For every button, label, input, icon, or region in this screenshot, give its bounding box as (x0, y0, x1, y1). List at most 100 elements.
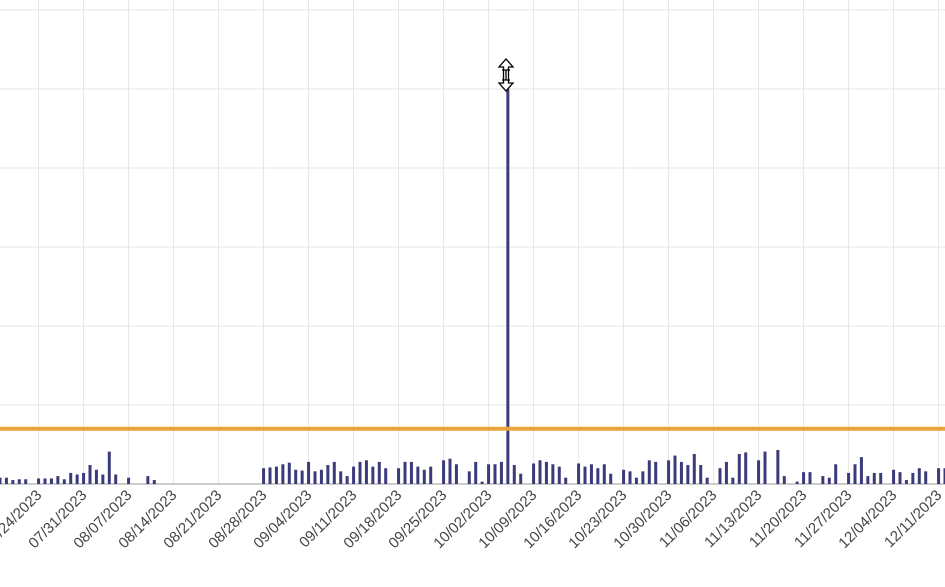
bar (532, 463, 536, 484)
bar (628, 471, 632, 484)
bar (11, 480, 15, 484)
bar (49, 478, 53, 484)
bar (152, 480, 156, 484)
bar (384, 468, 388, 484)
bar (429, 466, 433, 484)
bar (609, 473, 613, 484)
resize-cursor (497, 58, 515, 92)
bar (313, 471, 317, 484)
bar (416, 466, 420, 484)
bar (69, 472, 73, 484)
bar (300, 470, 304, 484)
bar (679, 461, 683, 484)
bar (859, 457, 863, 484)
bar (943, 468, 945, 484)
bar (274, 466, 278, 484)
bar (519, 473, 523, 484)
bar (898, 472, 902, 484)
bar (56, 476, 60, 484)
bar (480, 481, 484, 484)
bar (827, 477, 831, 484)
bar (744, 452, 748, 484)
bar (397, 468, 401, 484)
bar (101, 474, 105, 484)
bar (847, 472, 851, 484)
bar (686, 465, 690, 484)
bar (37, 478, 41, 484)
bar (596, 468, 600, 484)
bar (564, 477, 568, 484)
bar (17, 479, 21, 484)
bar (808, 472, 812, 484)
bar (287, 462, 291, 484)
bar (506, 89, 510, 484)
bar (448, 458, 452, 484)
bar (454, 464, 458, 484)
bar (377, 461, 381, 484)
bar (4, 477, 8, 484)
cursor-beam (502, 69, 510, 81)
bar (94, 469, 98, 484)
bar (294, 469, 298, 484)
bar (487, 464, 491, 484)
bar (641, 471, 645, 484)
bar (371, 466, 375, 484)
grid (0, 0, 945, 485)
bar (673, 455, 677, 484)
bar (307, 461, 311, 484)
bar (319, 469, 323, 484)
bar (802, 472, 806, 484)
bar (493, 464, 497, 484)
bar (724, 461, 728, 484)
bar (692, 453, 696, 484)
bar (262, 468, 266, 484)
bar (107, 451, 111, 484)
bar (776, 450, 780, 484)
bar (879, 472, 883, 484)
bar (364, 460, 368, 484)
bar (622, 469, 626, 484)
bar (757, 460, 761, 484)
bar (62, 479, 66, 484)
bar (557, 466, 561, 484)
bar (737, 453, 741, 484)
bar (763, 451, 767, 484)
bar (24, 479, 28, 484)
bar (467, 471, 471, 484)
bar (589, 464, 593, 484)
bar (146, 476, 150, 484)
bar (699, 465, 703, 484)
bar (0, 477, 2, 484)
bar (705, 477, 709, 484)
bar (114, 474, 118, 484)
bar (937, 468, 941, 484)
bar (332, 461, 336, 484)
x-tick-labels: 07/24/202307/31/202308/07/202308/14/2023… (0, 487, 945, 552)
bar (43, 478, 47, 484)
bar (904, 480, 908, 484)
bar (551, 464, 555, 484)
bar (821, 476, 825, 484)
bar (75, 474, 79, 484)
bar (88, 465, 92, 484)
bar (853, 464, 857, 484)
bar (268, 467, 272, 484)
bar (403, 461, 407, 484)
bar (422, 469, 426, 484)
bar (924, 471, 928, 484)
bar (866, 476, 870, 484)
bar (795, 481, 799, 484)
bar (326, 465, 330, 484)
bar (82, 472, 86, 484)
bar (544, 461, 548, 484)
bar (409, 461, 413, 484)
bar (583, 466, 587, 484)
bar (281, 464, 285, 484)
bar (339, 471, 343, 484)
bar (654, 461, 658, 484)
bar (602, 464, 606, 484)
bar (911, 472, 915, 484)
bar (499, 461, 503, 484)
